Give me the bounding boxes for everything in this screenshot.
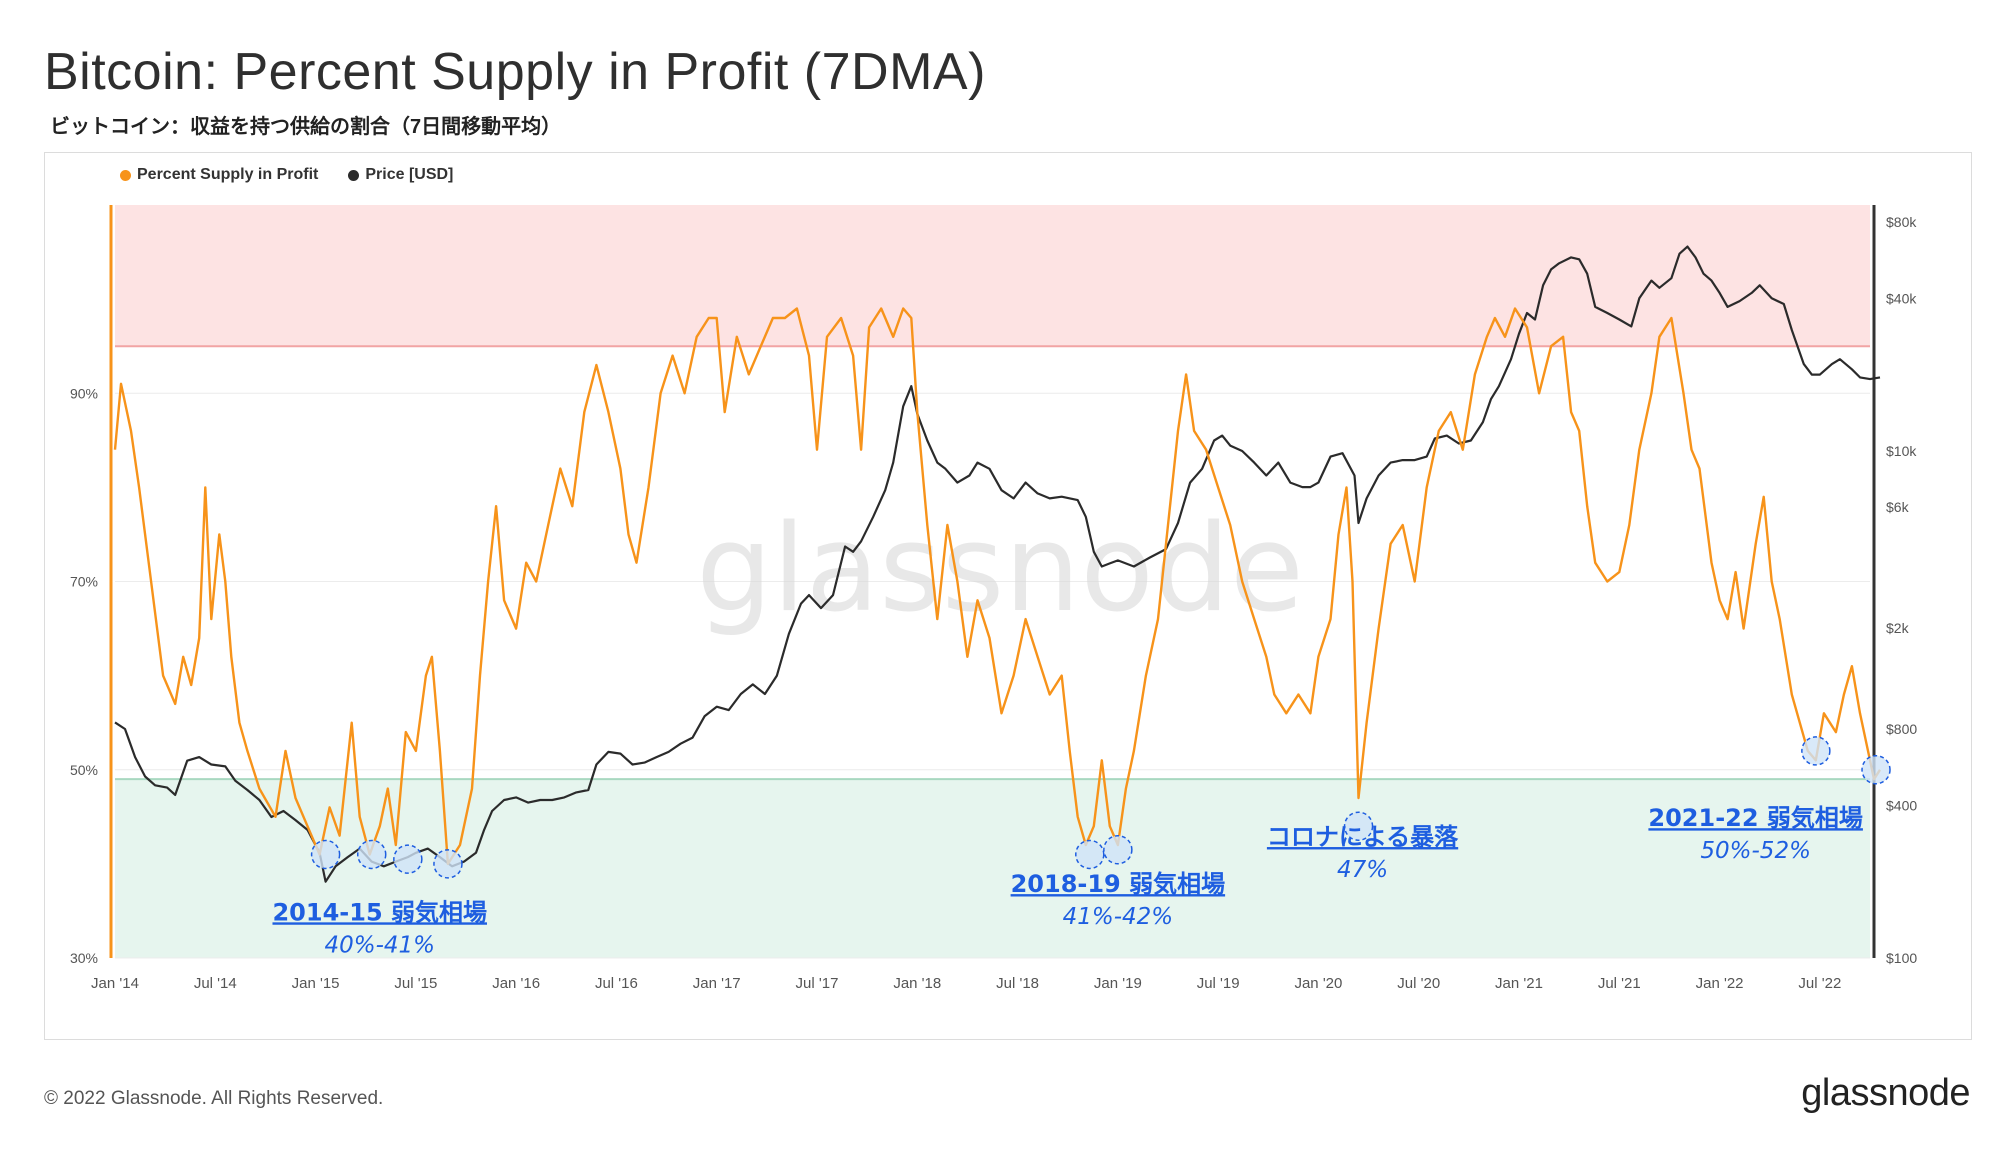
y-right-tick-label: $400	[1886, 797, 1917, 813]
y-right-tick-label: $80k	[1886, 214, 1917, 230]
legend-dot-price	[348, 169, 360, 181]
x-tick-label: Jul '20	[1397, 975, 1440, 992]
y-left-tick-label: 30%	[70, 950, 98, 966]
annotation-title-1: 2018-19 弱気相場	[1011, 870, 1226, 898]
y-right-tick-label: $800	[1886, 721, 1917, 737]
bottom-marker-6	[1343, 811, 1374, 841]
y-left-tick-label: 90%	[70, 385, 98, 401]
series-line-profit	[113, 307, 1882, 866]
y-right-tick-label: $10k	[1886, 443, 1917, 459]
annotation-value-3: 50%-52%	[1700, 838, 1811, 864]
bottom-marker-5	[1103, 835, 1133, 865]
x-tick-label: Jan '21	[1495, 975, 1543, 992]
bottom-marker-8	[1861, 755, 1891, 785]
x-tick-label: Jul '19	[1197, 975, 1240, 992]
x-tick-label: Jul '22	[1798, 975, 1841, 992]
x-tick-label: Jan '18	[893, 975, 941, 992]
annotation-value-1: 41%-42%	[1063, 904, 1174, 930]
x-tick-label: Jul '16	[595, 975, 638, 992]
x-tick-label: Jan '19	[1094, 975, 1142, 992]
annotation-title-0: 2014-15 弱気相場	[272, 898, 487, 926]
bottom-marker-3	[433, 849, 463, 879]
annotation-value-2: 47%	[1337, 857, 1388, 883]
series-line-price	[114, 245, 1881, 883]
legend-dot-profit	[120, 169, 131, 181]
annotation-value-0: 40%-41%	[324, 932, 435, 958]
x-tick-label: Jan '14	[91, 975, 139, 992]
bottom-marker-2	[393, 844, 423, 874]
y-right-tick-label: $100	[1886, 950, 1917, 966]
lower-band	[115, 779, 1870, 958]
annotation-title-2: コロナによる暴落	[1267, 823, 1459, 851]
x-tick-label: Jan '20	[1294, 975, 1342, 992]
x-tick-label: Jan '17	[693, 975, 741, 992]
legend-item-profit[interactable]: Percent Supply in Profit	[120, 166, 318, 184]
watermark: glassnode	[696, 500, 1304, 639]
y-left-tick-label: 50%	[70, 762, 98, 778]
page-title: Bitcoin: Percent Supply in Profit (7DMA)	[44, 43, 986, 101]
x-tick-label: Jan '22	[1696, 975, 1744, 992]
bottom-marker-0	[310, 839, 341, 870]
y-right-tick-label: $40k	[1886, 290, 1917, 306]
x-tick-label: Jul '15	[394, 975, 437, 992]
x-tick-label: Jan '16	[492, 975, 540, 992]
legend-label-profit: Percent Supply in Profit	[137, 166, 319, 183]
y-right-tick-label: $6k	[1886, 499, 1910, 515]
page-subtitle: ビットコイン：収益を持つ供給の割合（7日間移動平均）	[50, 116, 562, 138]
x-tick-label: Jul '21	[1598, 975, 1641, 992]
legend-label-price: Price [USD]	[365, 166, 454, 183]
upper-band	[115, 205, 1870, 347]
x-tick-label: Jul '18	[996, 975, 1039, 992]
glassnode-logo: glassnode	[1801, 1072, 1970, 1114]
y-right-tick-label: $2k	[1886, 620, 1910, 636]
copyright-text: © 2022 Glassnode. All Rights Reserved.	[44, 1088, 384, 1109]
x-tick-label: Jul '14	[194, 975, 237, 992]
annotation-title-3: 2021-22 弱気相場	[1648, 804, 1863, 832]
legend-item-price[interactable]: Price [USD]	[348, 166, 453, 184]
bottom-marker-7	[1801, 736, 1831, 766]
x-tick-label: Jul '17	[796, 975, 839, 992]
bottom-marker-4	[1075, 839, 1105, 870]
bottom-marker-1	[356, 839, 387, 870]
x-tick-label: Jan '15	[292, 975, 340, 992]
chart-legend: Percent Supply in Profit Price [USD]	[120, 166, 453, 184]
y-left-tick-label: 70%	[70, 574, 98, 590]
